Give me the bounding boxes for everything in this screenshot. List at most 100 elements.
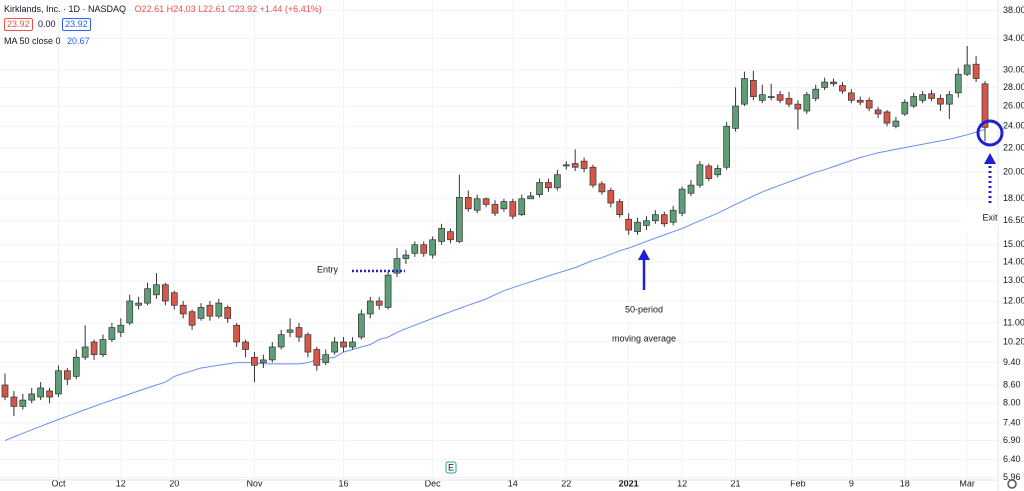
y-tick-label: 22.00: [1003, 143, 1024, 153]
symbol: Kirklands, Inc. · 1D · NASDAQ: [4, 4, 127, 14]
candle-body: [144, 288, 151, 304]
y-tick-label: 24.00: [1003, 121, 1024, 131]
y-tick-label: 5.96: [1003, 472, 1021, 482]
candle-body: [954, 73, 962, 94]
settings-icon[interactable]: [1007, 479, 1017, 489]
ohlc: O22.61 H24.03 L22.61 C23.92 +1.44 (+6.41…: [134, 4, 322, 14]
candle-body: [625, 218, 632, 231]
candle-body: [678, 188, 686, 214]
entry-label: Entry: [317, 264, 339, 274]
candle-body: [411, 244, 419, 254]
candle-body: [901, 101, 909, 115]
candle-body: [554, 174, 561, 189]
candle-body: [304, 334, 312, 353]
candle-body: [19, 399, 27, 407]
x-tick-label: 21: [731, 478, 741, 488]
candle-body: [669, 209, 677, 223]
candle-body: [90, 341, 98, 356]
candle-body: [366, 300, 374, 315]
candle-body: [295, 327, 303, 338]
candle-body: [545, 182, 552, 189]
y-tick-label: 20.00: [1003, 167, 1024, 177]
candle-body: [322, 354, 330, 363]
candle-body: [660, 214, 668, 225]
candle-body: [856, 99, 864, 103]
candle-body: [509, 201, 517, 217]
earnings-marker-label: E: [448, 462, 454, 472]
candle-body: [500, 201, 508, 210]
candle-body: [135, 302, 142, 306]
candle-body: [687, 184, 695, 194]
candle-body: [473, 198, 481, 211]
x-tick-label: Oct: [51, 478, 66, 488]
candle-body: [170, 292, 178, 306]
bid[interactable]: 23.92: [4, 18, 33, 31]
candle-body: [99, 339, 107, 356]
candle-body: [358, 313, 365, 338]
x-tick-label: Dec: [425, 478, 442, 488]
candle-body: [268, 346, 276, 361]
ma-arrowhead: [638, 249, 650, 260]
candle-body: [286, 329, 294, 333]
candle-body: [839, 85, 846, 92]
candle-body: [732, 105, 739, 129]
x-tick-label: 9: [849, 478, 854, 488]
x-tick-label: 12: [116, 478, 126, 488]
candle-body: [767, 96, 775, 98]
candle-body: [277, 334, 285, 348]
candle-body: [821, 81, 828, 88]
candle-body: [429, 239, 436, 256]
ma-value: 20.67: [67, 36, 90, 46]
candle-body: [1, 384, 9, 398]
x-tick-label: Nov: [246, 478, 263, 488]
y-tick-label: 12.00: [1003, 295, 1024, 305]
candle-body: [188, 311, 196, 326]
candle-body: [162, 284, 169, 302]
candle-body: [447, 231, 454, 241]
candle-body: [892, 120, 900, 127]
candle-body: [10, 396, 18, 407]
candle-body: [55, 370, 62, 395]
candle-body: [206, 304, 214, 317]
candle-body: [349, 341, 356, 348]
x-tick-label: 16: [339, 478, 349, 488]
candle-body: [224, 307, 232, 319]
candle-body: [723, 125, 730, 168]
ask[interactable]: 23.92: [62, 18, 91, 31]
candle-body: [215, 302, 223, 317]
quote-line: 23.92 0.00 23.92: [4, 18, 94, 31]
y-tick-label: 26.00: [1003, 100, 1024, 110]
candle-body: [972, 63, 980, 79]
y-tick-label: 30.00: [1003, 64, 1024, 74]
y-tick-label: 6.90: [1003, 435, 1021, 445]
candle-body: [37, 387, 44, 398]
spread: 0.00: [38, 19, 56, 29]
ma-label: MA 50 close 0: [4, 36, 61, 46]
candle-body: [652, 214, 659, 222]
earnings-marker: [445, 461, 457, 474]
candle-body: [438, 228, 445, 242]
candle-body: [830, 81, 837, 85]
candle-body: [420, 244, 428, 254]
candle-body: [126, 300, 134, 324]
candle-body: [108, 327, 116, 340]
candle-body: [812, 88, 820, 99]
candle-body: [616, 201, 624, 216]
candle-body: [46, 390, 53, 398]
candle-body: [153, 284, 160, 296]
candle-body: [402, 254, 410, 259]
candle-body: [919, 94, 926, 101]
x-tick-label: Feb: [790, 478, 806, 488]
candle-body: [696, 164, 704, 186]
candle-body: [758, 94, 766, 101]
candle-body: [64, 370, 71, 380]
candle-body: [598, 183, 606, 193]
candle-body: [607, 190, 615, 204]
candle-body: [28, 393, 36, 401]
moving-average-line: [4, 128, 986, 441]
candle-body: [705, 165, 713, 179]
candle-body: [937, 98, 944, 105]
y-tick-label: 8.60: [1003, 379, 1021, 389]
